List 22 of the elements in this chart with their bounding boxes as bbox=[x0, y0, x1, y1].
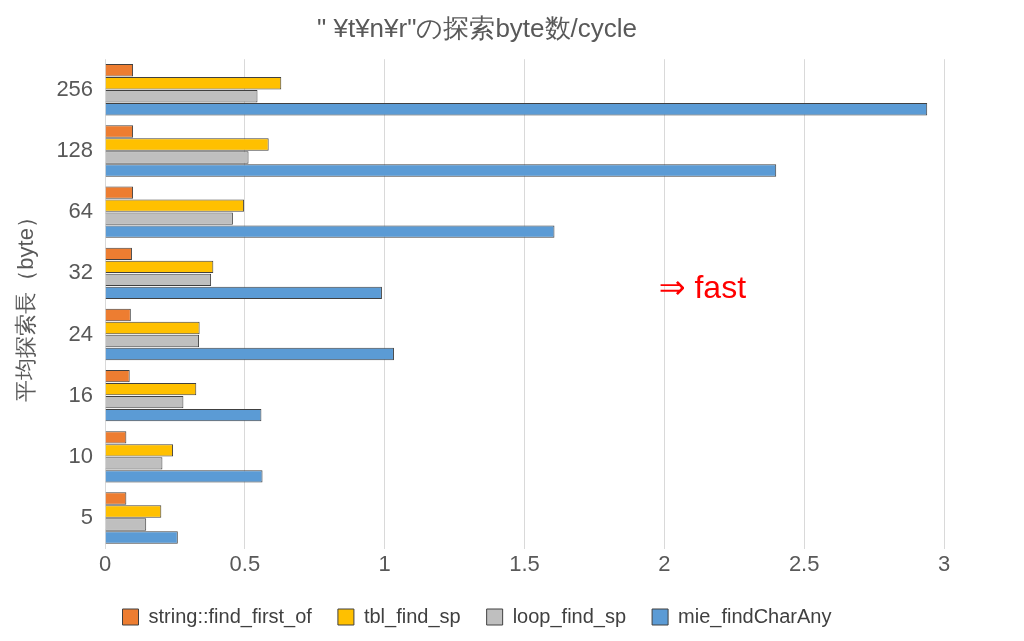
legend-label: tbl_find_sp bbox=[363, 604, 461, 628]
y-tick-label: 32 bbox=[68, 259, 94, 285]
y-tick-label: 10 bbox=[68, 442, 94, 468]
x-tick-label: 0.5 bbox=[229, 550, 261, 576]
y-tick-label: 5 bbox=[80, 504, 94, 530]
legend-label: loop_find_sp bbox=[512, 604, 627, 628]
x-tick-label: 1.5 bbox=[509, 550, 540, 576]
y-axis-title: 平均探索長（byte） bbox=[13, 206, 39, 402]
legend-label: mie_findCharAny bbox=[678, 604, 832, 628]
x-tick-label: 2 bbox=[658, 550, 671, 576]
y-tick-label: 24 bbox=[68, 320, 94, 346]
y-tick-label: 128 bbox=[56, 137, 94, 163]
x-tick-label: 0 bbox=[98, 550, 112, 576]
y-tick-label: 256 bbox=[56, 75, 94, 101]
chart-title: " ¥t¥n¥r"の探索byte数/cycle bbox=[316, 12, 638, 43]
x-tick-label: 2.5 bbox=[788, 550, 820, 576]
x-tick-label: 1 bbox=[378, 550, 391, 576]
y-tick-label: 16 bbox=[68, 381, 94, 407]
legend-label: string::find_first_of bbox=[148, 604, 313, 628]
x-tick-label: 3 bbox=[937, 550, 951, 576]
y-tick-label: 64 bbox=[68, 198, 94, 224]
annotation: ⇒ fast bbox=[658, 269, 747, 306]
